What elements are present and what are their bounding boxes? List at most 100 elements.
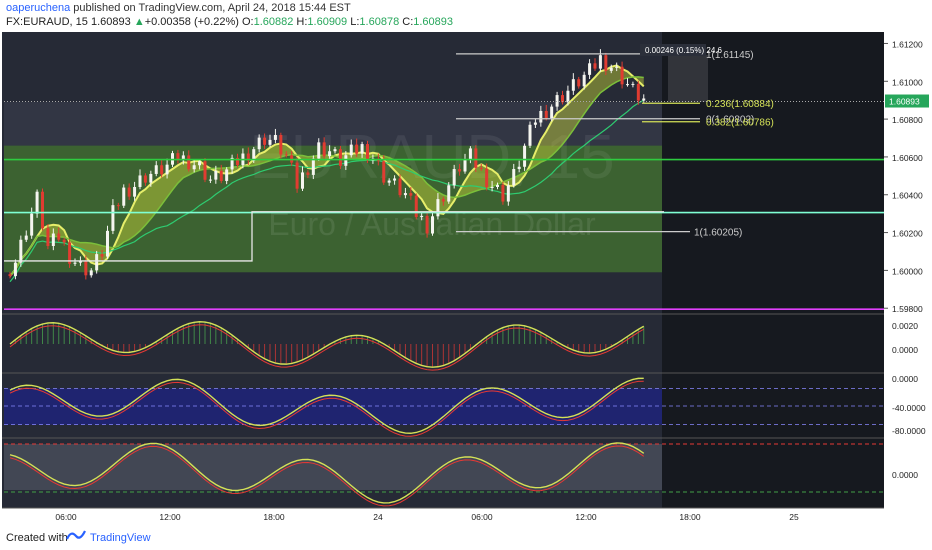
candle-body bbox=[149, 173, 153, 183]
candle-body bbox=[360, 144, 364, 154]
candle-body bbox=[403, 193, 407, 196]
y-tick-label: 1.61000 bbox=[892, 77, 923, 87]
watermark: EURAUD, 15 Euro / Australian Dollar bbox=[249, 123, 614, 242]
candle-body bbox=[143, 175, 147, 183]
candle-body bbox=[631, 83, 635, 85]
candle-body bbox=[398, 178, 402, 196]
y-tick-label: 1.61200 bbox=[892, 39, 923, 49]
tradingview-brand[interactable]: TradingView bbox=[90, 532, 151, 544]
slow-ma-line bbox=[9, 76, 644, 277]
candle-body bbox=[8, 274, 12, 277]
candle-body bbox=[555, 95, 559, 107]
candle-body bbox=[78, 261, 82, 263]
candle-body bbox=[273, 134, 277, 140]
candle-body bbox=[528, 124, 532, 146]
open-value: 1.60882 bbox=[253, 16, 294, 28]
published-text: published on TradingView.com, April 24, … bbox=[70, 2, 351, 14]
candle-body bbox=[501, 184, 505, 202]
candle-body bbox=[539, 110, 543, 123]
fast-ma-line bbox=[9, 64, 645, 277]
osc-band bbox=[4, 444, 662, 490]
high-label: H: bbox=[296, 16, 308, 28]
candle-body bbox=[263, 137, 267, 145]
candle-body bbox=[268, 139, 272, 145]
candle-body bbox=[533, 122, 537, 125]
measure-label: 0.00246 (0.15%) 24.6 bbox=[645, 46, 722, 55]
candle-body bbox=[236, 157, 239, 166]
candle-body bbox=[122, 187, 126, 206]
candle-body bbox=[409, 193, 413, 196]
candle-body bbox=[544, 110, 548, 119]
candle-body bbox=[30, 213, 34, 236]
candle-body bbox=[133, 186, 137, 197]
panel-y-tick-label: 0.0000 bbox=[892, 470, 918, 480]
candle-body bbox=[317, 142, 321, 159]
fib-label: 1(1.61145) bbox=[706, 50, 754, 61]
panel-y-tick-label: -80.0000 bbox=[892, 426, 926, 436]
candle-body bbox=[225, 169, 229, 181]
candle-body bbox=[458, 169, 462, 172]
candle-body bbox=[57, 233, 61, 240]
fib-label: 0.382(1.60786) bbox=[706, 118, 774, 129]
candle-body bbox=[436, 199, 440, 217]
candle-body bbox=[626, 84, 629, 86]
candle-body bbox=[452, 169, 456, 186]
candle-body bbox=[328, 151, 332, 157]
candle-body bbox=[160, 165, 164, 175]
close-value: 1.60893 bbox=[413, 16, 454, 28]
candle-body bbox=[447, 185, 451, 202]
candle-body bbox=[561, 95, 564, 103]
candle-body bbox=[598, 55, 602, 69]
measure-label-bg bbox=[640, 44, 706, 56]
last-price-marker bbox=[885, 94, 929, 108]
x-tick-label: 12:00 bbox=[159, 512, 181, 522]
white-step-line bbox=[4, 211, 664, 262]
candle-body bbox=[116, 205, 120, 207]
candle-body bbox=[485, 168, 489, 188]
measure-box bbox=[668, 54, 708, 103]
x-tick-label: 18:00 bbox=[263, 512, 285, 522]
symbol-line: FX:EURAUD, 15 1.60893 ▲+0.00358 (+0.22%)… bbox=[6, 16, 453, 28]
candle-body bbox=[111, 205, 115, 231]
panel-y-tick-label: 0.0000 bbox=[892, 374, 918, 384]
change-value: +0.00358 (+0.22%) bbox=[144, 16, 239, 28]
candle-body bbox=[479, 167, 483, 169]
tradingview-logo-icon[interactable] bbox=[66, 528, 86, 542]
y-tick-label: 1.60800 bbox=[892, 115, 923, 125]
last-price: 1.60893 bbox=[90, 16, 131, 28]
low-value: 1.60878 bbox=[359, 16, 400, 28]
candle-body bbox=[333, 149, 337, 152]
open-label: O: bbox=[241, 16, 254, 28]
candle-body bbox=[463, 159, 467, 172]
author-link[interactable]: oaperuchena bbox=[6, 2, 71, 14]
x-tick-label: 06:00 bbox=[55, 512, 77, 522]
candle-body bbox=[95, 254, 99, 271]
long-ma-line bbox=[9, 99, 645, 283]
high-value: 1.60909 bbox=[307, 16, 348, 28]
fib-label: 1(1.60205) bbox=[694, 228, 742, 239]
candle-body bbox=[344, 155, 348, 166]
panel-y-tick-label: 0.0000 bbox=[892, 345, 918, 355]
candle-body bbox=[420, 215, 424, 218]
price-axis-bg bbox=[884, 30, 932, 522]
x-tick-label: 06:00 bbox=[471, 512, 493, 522]
candle-body bbox=[279, 134, 283, 155]
candle-body bbox=[73, 262, 77, 264]
price-chart[interactable]: EURAUD, 15 Euro / Australian Dollar 1(1.… bbox=[0, 30, 932, 522]
symbol-label: FX:EURAUD, 15 bbox=[6, 16, 88, 28]
candle-body bbox=[490, 186, 494, 188]
last-price-label: 1.60893 bbox=[889, 97, 920, 107]
candle-body bbox=[593, 63, 597, 69]
candle-body bbox=[106, 230, 109, 257]
x-tick-label: 12:00 bbox=[575, 512, 597, 522]
candle-body bbox=[496, 184, 499, 187]
candle-body bbox=[474, 148, 478, 168]
candle-body bbox=[203, 161, 207, 180]
candle-body bbox=[84, 261, 88, 276]
candle-body bbox=[338, 149, 342, 166]
candle-body bbox=[187, 155, 191, 170]
candle-body bbox=[311, 158, 315, 175]
candle-body bbox=[387, 180, 391, 183]
y-tick-label: 1.60000 bbox=[892, 266, 923, 276]
candle-body bbox=[382, 161, 386, 183]
